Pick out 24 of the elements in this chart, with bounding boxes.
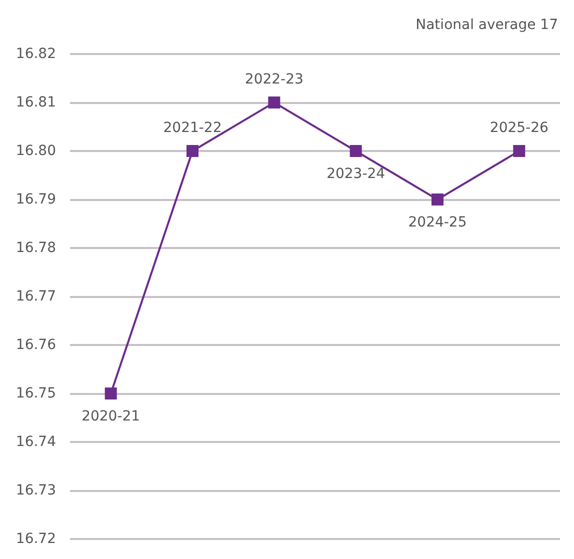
point <box>186 145 198 157</box>
x-tick-label: 2025-26 <box>490 120 549 136</box>
point <box>104 388 117 400</box>
y-tick-label: 16.74 <box>16 434 56 450</box>
y-tick-label: 16.81 <box>16 94 56 110</box>
x-tick-label: 2023-24 <box>326 166 386 182</box>
point <box>432 194 444 206</box>
y-tick-label: 16.75 <box>16 386 56 402</box>
y-tick-label: 16.82 <box>16 46 56 62</box>
y-tick-label: 16.78 <box>16 240 56 256</box>
point <box>350 145 362 157</box>
y-tick-label: 16.77 <box>16 288 56 304</box>
x-tick-label: 2020-21 <box>82 408 140 424</box>
text: National average 17 <box>416 17 558 33</box>
y-tick-label: 16.80 <box>16 143 56 159</box>
y-tick-label: 16.79 <box>16 192 56 208</box>
y-tick-label: 16.76 <box>16 337 56 353</box>
x-tick-label: 2021-22 <box>163 120 222 136</box>
y-tick-label: 16.73 <box>16 482 56 498</box>
x-tick-label: 2024-25 <box>408 214 467 230</box>
point <box>513 145 526 157</box>
y-tick-label: 16.72 <box>16 531 56 547</box>
point <box>268 96 280 108</box>
x-tick-label: 2022-23 <box>244 72 304 88</box>
